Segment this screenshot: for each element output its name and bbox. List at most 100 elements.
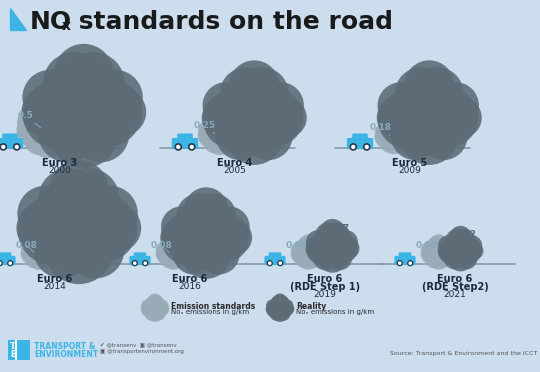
Circle shape bbox=[217, 220, 252, 255]
Text: Euro 4: Euro 4 bbox=[218, 158, 253, 168]
Circle shape bbox=[21, 247, 35, 260]
Text: 0.08: 0.08 bbox=[15, 241, 37, 252]
Circle shape bbox=[165, 234, 182, 251]
FancyBboxPatch shape bbox=[2, 134, 18, 141]
Circle shape bbox=[266, 302, 282, 318]
Circle shape bbox=[320, 219, 346, 245]
Circle shape bbox=[143, 261, 148, 266]
Text: 2021: 2021 bbox=[444, 290, 467, 299]
Circle shape bbox=[257, 82, 304, 129]
Circle shape bbox=[323, 222, 350, 250]
Circle shape bbox=[205, 114, 227, 136]
FancyBboxPatch shape bbox=[268, 252, 281, 259]
Circle shape bbox=[421, 242, 437, 257]
Circle shape bbox=[309, 242, 326, 257]
FancyBboxPatch shape bbox=[347, 138, 373, 149]
Circle shape bbox=[162, 237, 180, 254]
Circle shape bbox=[363, 144, 370, 150]
Circle shape bbox=[318, 243, 347, 273]
Circle shape bbox=[427, 237, 444, 254]
Circle shape bbox=[141, 304, 152, 315]
Circle shape bbox=[306, 230, 330, 254]
Text: 0.08: 0.08 bbox=[285, 241, 307, 252]
Circle shape bbox=[275, 295, 289, 310]
Text: 2014: 2014 bbox=[44, 282, 66, 291]
Circle shape bbox=[306, 244, 325, 264]
Text: Source: Transport & Environment and the ICCT: Source: Transport & Environment and the … bbox=[390, 352, 537, 356]
Circle shape bbox=[173, 232, 215, 275]
Circle shape bbox=[44, 215, 113, 284]
Circle shape bbox=[9, 262, 11, 264]
Circle shape bbox=[229, 60, 279, 110]
Circle shape bbox=[299, 250, 319, 270]
Circle shape bbox=[36, 244, 55, 264]
Circle shape bbox=[16, 118, 40, 142]
Circle shape bbox=[49, 109, 77, 137]
Circle shape bbox=[210, 111, 231, 132]
Circle shape bbox=[57, 168, 119, 230]
Circle shape bbox=[21, 244, 41, 264]
Circle shape bbox=[203, 91, 261, 149]
Text: 0.08: 0.08 bbox=[150, 241, 172, 252]
Circle shape bbox=[379, 120, 409, 150]
Circle shape bbox=[18, 196, 87, 265]
Circle shape bbox=[278, 261, 283, 266]
Circle shape bbox=[446, 229, 469, 252]
Circle shape bbox=[0, 261, 2, 266]
Circle shape bbox=[444, 248, 465, 269]
Circle shape bbox=[268, 262, 271, 264]
Circle shape bbox=[377, 82, 424, 129]
Circle shape bbox=[171, 199, 241, 269]
Text: 2000: 2000 bbox=[49, 166, 71, 175]
Circle shape bbox=[457, 238, 482, 263]
Circle shape bbox=[421, 244, 441, 264]
Circle shape bbox=[184, 187, 228, 231]
Circle shape bbox=[408, 261, 413, 266]
Circle shape bbox=[164, 250, 184, 270]
Circle shape bbox=[381, 118, 401, 138]
Circle shape bbox=[27, 100, 58, 131]
Circle shape bbox=[267, 261, 272, 266]
Circle shape bbox=[43, 52, 105, 115]
Circle shape bbox=[313, 247, 326, 260]
Text: E: E bbox=[10, 350, 16, 359]
Circle shape bbox=[24, 103, 72, 152]
Text: 0.25: 0.25 bbox=[193, 121, 215, 134]
Circle shape bbox=[176, 193, 222, 239]
Circle shape bbox=[430, 234, 447, 251]
Circle shape bbox=[25, 126, 53, 155]
Circle shape bbox=[420, 89, 478, 147]
Polygon shape bbox=[10, 8, 26, 30]
Circle shape bbox=[438, 239, 463, 264]
Circle shape bbox=[215, 133, 236, 153]
Text: 0.8: 0.8 bbox=[258, 75, 274, 100]
FancyBboxPatch shape bbox=[133, 252, 146, 259]
Circle shape bbox=[387, 118, 407, 138]
Circle shape bbox=[177, 145, 180, 148]
FancyBboxPatch shape bbox=[177, 134, 193, 141]
Circle shape bbox=[202, 97, 242, 138]
Circle shape bbox=[33, 96, 63, 126]
Circle shape bbox=[462, 235, 482, 256]
Circle shape bbox=[72, 105, 130, 163]
Circle shape bbox=[266, 299, 279, 312]
Circle shape bbox=[409, 262, 411, 264]
Circle shape bbox=[35, 251, 51, 268]
Circle shape bbox=[204, 133, 224, 153]
FancyBboxPatch shape bbox=[0, 256, 16, 265]
Text: 0.12: 0.12 bbox=[455, 230, 477, 243]
Circle shape bbox=[198, 120, 218, 140]
Text: 0.6: 0.6 bbox=[84, 178, 101, 206]
Circle shape bbox=[391, 126, 413, 148]
Circle shape bbox=[147, 306, 163, 322]
Text: standards on the road: standards on the road bbox=[70, 10, 393, 34]
Circle shape bbox=[327, 245, 352, 270]
Circle shape bbox=[49, 160, 109, 219]
Circle shape bbox=[145, 307, 158, 321]
Text: T: T bbox=[10, 342, 16, 351]
Circle shape bbox=[315, 222, 342, 250]
Text: TRANSPORT &: TRANSPORT & bbox=[34, 342, 96, 351]
Circle shape bbox=[384, 115, 403, 134]
Circle shape bbox=[17, 109, 45, 137]
Circle shape bbox=[448, 246, 473, 272]
